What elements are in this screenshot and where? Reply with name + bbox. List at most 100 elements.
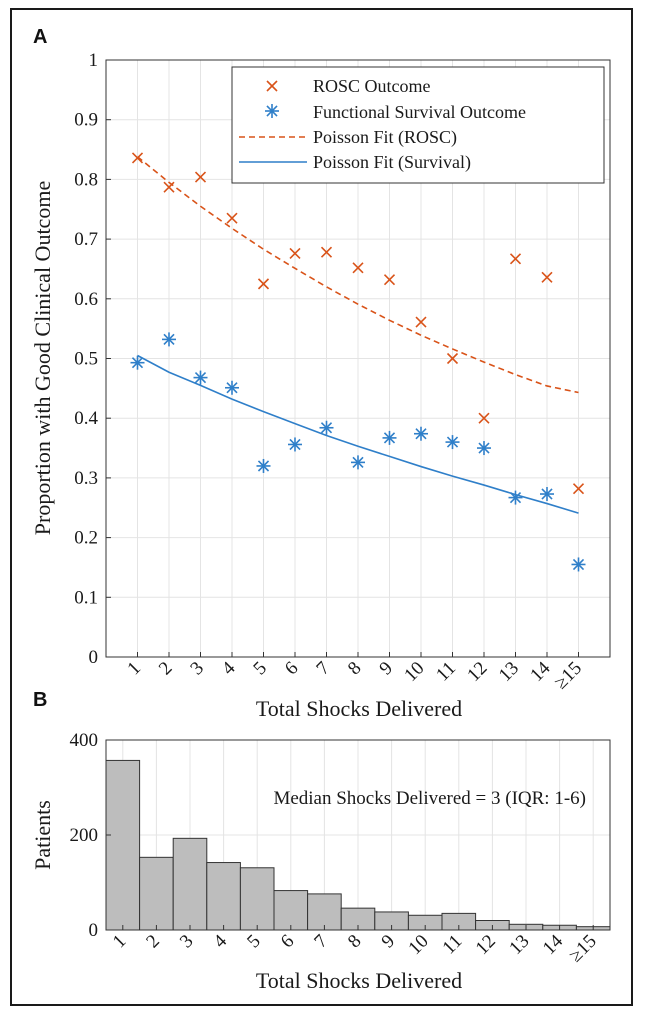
x-tick-label: 4 — [218, 657, 240, 679]
x-tick-label: 9 — [375, 658, 397, 680]
y-tick-label: 0.4 — [74, 408, 98, 429]
x-tick-label: 10 — [400, 658, 428, 686]
x-tick-label: 12 — [463, 658, 491, 686]
poisson-fit-survival-line — [137, 354, 579, 514]
legend-box — [231, 66, 605, 184]
survival-point — [414, 426, 428, 441]
x-tick-label: 7 — [310, 931, 332, 953]
survival-point — [225, 380, 239, 395]
x-tick-label: 14 — [526, 657, 555, 686]
x-tick-label: 8 — [344, 658, 366, 680]
bar — [273, 890, 309, 931]
x-tick-label: 9 — [378, 931, 400, 953]
legend-entry-survival: Functional Survival Outcome — [265, 102, 526, 122]
legend-label-fit-rosc: Poisson Fit (ROSC) — [313, 127, 457, 148]
y-tick-label: 0.5 — [74, 349, 98, 370]
x-tick-label: 6 — [277, 931, 299, 953]
x-tick-label: 11 — [432, 658, 460, 686]
x-tick-label: 5 — [243, 931, 265, 953]
x-tick-label: ≥15 — [550, 658, 586, 694]
survival-point — [130, 355, 145, 370]
legend-entry-rosc: ROSC Outcome — [266, 76, 431, 96]
bar — [172, 837, 208, 931]
panel-a-x-axis-label: Total Shocks Delivered — [256, 696, 462, 721]
survival-point — [256, 458, 271, 473]
bar — [139, 856, 174, 931]
survival-point — [382, 430, 397, 445]
x-tick-label: 10 — [404, 931, 432, 959]
rosc-point — [509, 253, 522, 265]
rosc-point — [572, 483, 585, 495]
panel-label-b: B — [33, 689, 47, 711]
survival-point — [288, 437, 302, 452]
x-tick-label: 12 — [472, 931, 500, 959]
x-tick-label: 3 — [186, 658, 208, 680]
y-tick-label: 0.2 — [74, 528, 98, 549]
panel-a-y-axis-label: Proportion with Good Clinical Outcome — [30, 181, 55, 535]
rosc-point — [352, 262, 364, 274]
panel-a-points — [130, 152, 586, 572]
y-tick-label: 0.7 — [74, 229, 98, 250]
rosc-point — [415, 316, 427, 328]
rosc-point — [383, 274, 396, 286]
survival-point — [571, 557, 586, 572]
legend-label-fit-survival: Poisson Fit (Survival) — [313, 152, 471, 173]
legend-entry-fit-rosc: Poisson Fit (ROSC) — [239, 127, 457, 148]
y-tick-label: 0.1 — [74, 587, 98, 608]
panel-b-y-axis-label: Patients — [30, 800, 55, 870]
y-tick-label: 1 — [89, 50, 99, 71]
panel-b-x-axis-label: Total Shocks Delivered — [256, 968, 462, 993]
panel-b-bars — [105, 759, 611, 931]
bar — [239, 867, 275, 931]
survival-point — [477, 441, 491, 456]
x-tick-label: 2 — [142, 931, 164, 953]
y-tick-label: 0.9 — [74, 110, 98, 131]
legend-marker-star — [265, 104, 279, 118]
survival-point — [319, 420, 334, 435]
rosc-point — [478, 412, 490, 424]
legend-label-survival: Functional Survival Outcome — [313, 102, 526, 122]
panel-label-a: A — [33, 26, 47, 48]
x-tick-label: 8 — [344, 931, 366, 953]
x-tick-label: 3 — [176, 931, 198, 953]
legend-label-rosc: ROSC Outcome — [313, 76, 431, 96]
panel-a-y-ticks: 0 0.1 0.2 0.3 0.4 0.5 0.6 0.7 0.8 0.9 1 — [74, 50, 111, 668]
y-tick-label: 0 — [89, 647, 99, 668]
legend-marker-x — [266, 80, 278, 92]
x-tick-label: 13 — [495, 658, 523, 686]
y-tick-label: 0.3 — [74, 468, 98, 489]
rosc-point — [446, 352, 459, 365]
rosc-point — [320, 246, 333, 258]
x-tick-label: 13 — [505, 931, 533, 959]
legend-star-glyph — [265, 104, 279, 118]
x-tick-label: 2 — [155, 658, 177, 680]
y-tick-label: 0 — [89, 920, 99, 941]
rosc-point — [163, 181, 175, 193]
legend-x-glyph — [266, 80, 278, 92]
survival-point — [193, 370, 208, 385]
y-tick-label: 200 — [70, 825, 99, 846]
panel-a-x-ticks: 1 2 3 4 5 6 7 8 9 10 11 12 13 14≥15 — [123, 652, 586, 693]
survival-point — [162, 332, 176, 347]
y-tick-label: 0.8 — [74, 169, 98, 190]
survival-point — [445, 435, 460, 450]
rosc-point — [257, 278, 270, 290]
x-tick-label: ≥15 — [565, 931, 601, 967]
legend-entry-fit-survival: Poisson Fit (Survival) — [239, 152, 471, 173]
median-annotation: Median Shocks Delivered = 3 (IQR: 1-6) — [273, 788, 586, 809]
x-tick-label: 6 — [281, 658, 303, 680]
x-tick-label: 5 — [249, 658, 271, 680]
panel-b-y-ticks: 0 200 400 — [70, 730, 111, 941]
x-tick-label: 11 — [439, 931, 467, 959]
rosc-point — [541, 271, 553, 283]
survival-point — [351, 455, 365, 470]
panel-a-fit-lines — [136, 156, 579, 514]
bar — [105, 759, 141, 931]
x-tick-label: 4 — [210, 930, 232, 952]
x-tick-label: 1 — [109, 931, 131, 953]
bar — [206, 862, 241, 931]
poisson-fit-rosc-line — [136, 156, 579, 394]
